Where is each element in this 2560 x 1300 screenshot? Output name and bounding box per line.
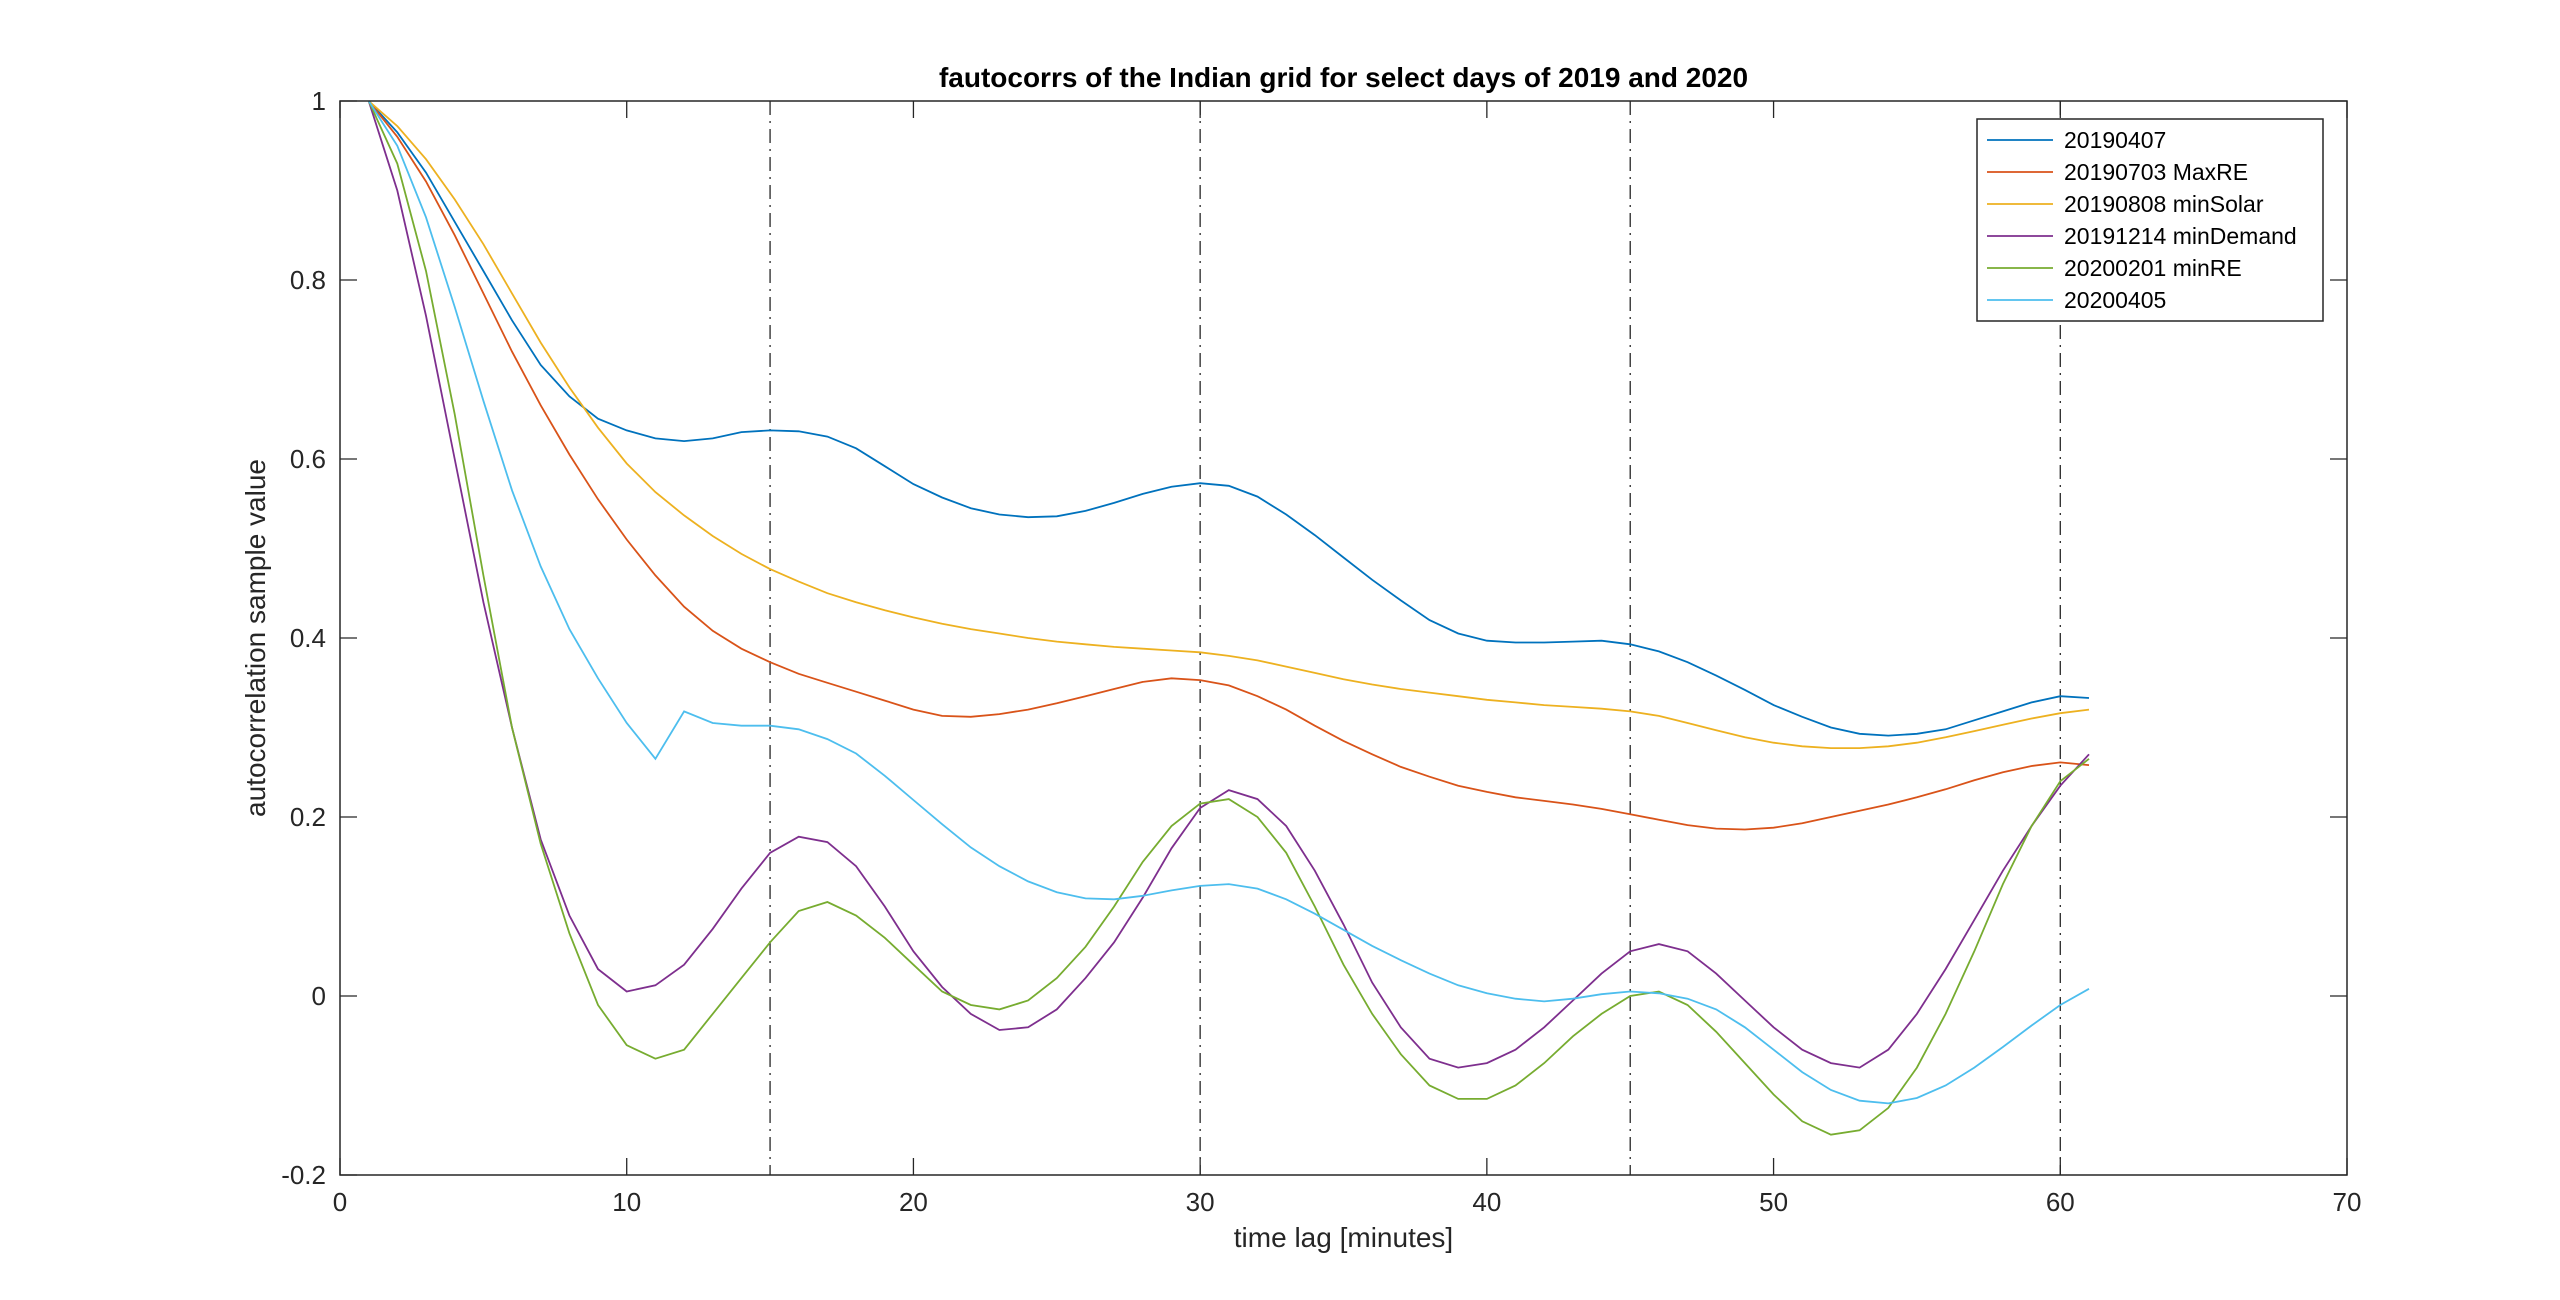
legend-items: 20190407 20190703 MaxRE 20190808 minSolar 2… [1987,127,2297,313]
legend-item: 20200201 minRE [1987,255,2242,281]
axis-ticks [339,100,2348,1176]
legend-label: 20190407 [2064,127,2166,153]
y-tick-labels: -0.2 0 0.2 0.4 0.6 0.8 1 [281,86,326,1190]
series-line-4 [367,100,2090,1069]
series-line-2 [367,100,2090,831]
chart-title: fautocorrs of the Indian grid for select… [939,62,1748,93]
legend-item: 20191214 minDemand [1987,223,2297,249]
legend-label: 20200405 [2064,287,2166,313]
series-lines [367,100,2090,1136]
legend-item: 20190808 minSolar [1987,191,2264,217]
series-line-5 [367,100,2090,1136]
legend-item: 20190703 MaxRE [1987,159,2248,185]
x-tick-label: 0 [333,1187,347,1217]
legend-label: 20191214 minDemand [2064,223,2297,249]
x-tick-label: 10 [612,1187,641,1217]
legend-box [1976,118,2324,322]
legend-label: 20190808 minSolar [2064,191,2264,217]
y-tick-label: -0.2 [281,1160,326,1190]
x-axis-label: time lag [minutes] [1234,1222,1453,1253]
legend-label: 20190703 MaxRE [2064,159,2248,185]
x-tick-label: 20 [899,1187,928,1217]
x-tick-label: 50 [1759,1187,1788,1217]
x-tick-label: 60 [2046,1187,2075,1217]
y-tick-label: 0.4 [290,623,326,653]
x-tick-label: 70 [2333,1187,2362,1217]
series-line-6 [367,100,2090,1105]
legend-item: 20200405 [1987,287,2166,313]
legend-item: 20190407 [1987,127,2166,153]
x-tick-label: 40 [1472,1187,1501,1217]
y-tick-label: 1 [312,86,326,116]
x-tick-labels: 0 10 20 30 40 50 60 70 [333,1187,2362,1217]
y-tick-label: 0.6 [290,444,326,474]
series-line-3 [368,100,2090,749]
series-line-1 [368,100,2090,737]
y-tick-label: 0.8 [290,265,326,295]
x-tick-label: 30 [1186,1187,1215,1217]
legend: 20190407 20190703 MaxRE 20190808 minSolar 2… [1976,118,2324,322]
legend-label: 20200201 minRE [2064,255,2242,281]
y-tick-label: 0 [312,981,326,1011]
y-axis-label: autocorrelation sample value [240,459,271,817]
y-tick-label: 0.2 [290,802,326,832]
